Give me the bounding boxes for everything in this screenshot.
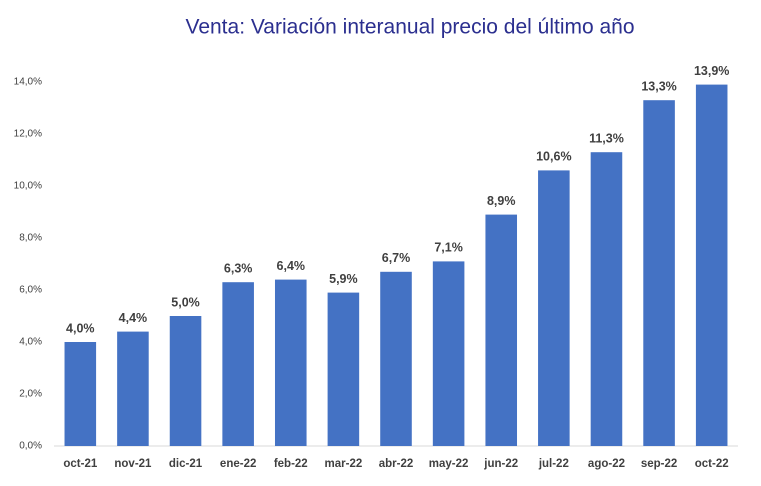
chart-title: Venta: Variación interanual precio del ú…	[185, 16, 634, 39]
y-tick-label: 6,0%	[19, 285, 42, 296]
bar	[695, 84, 728, 446]
y-tick-label: 4,0%	[19, 337, 42, 348]
value-label: 8,9%	[487, 194, 516, 208]
bar	[643, 100, 675, 446]
bar	[432, 261, 465, 446]
bar	[274, 279, 307, 446]
y-tick-label: 14,0%	[14, 77, 42, 88]
bar	[169, 316, 202, 446]
bar	[222, 282, 254, 446]
value-label: 7,1%	[434, 241, 463, 255]
bar	[380, 271, 412, 446]
x-tick-label: abr-22	[379, 458, 414, 470]
x-tick-label: sep-22	[641, 458, 677, 470]
x-tick-label: ago-22	[588, 458, 625, 470]
bar	[327, 292, 360, 446]
x-tick-label: oct-22	[695, 458, 729, 470]
value-label: 6,4%	[277, 259, 306, 273]
y-tick-label: 12,0%	[14, 129, 42, 140]
value-label: 10,6%	[536, 150, 571, 164]
y-tick-label: 2,0%	[19, 389, 42, 400]
value-label: 4,4%	[119, 311, 148, 325]
y-tick-label: 10,0%	[14, 181, 42, 192]
x-tick-label: may-22	[429, 458, 469, 470]
value-label: 11,3%	[589, 131, 624, 145]
value-label: 4,0%	[66, 321, 95, 335]
value-label: 13,3%	[641, 79, 676, 93]
x-tick-label: jul-22	[538, 458, 569, 470]
x-tick-label: ene-22	[220, 458, 256, 470]
x-tick-label: feb-22	[274, 458, 308, 470]
y-tick-label: 8,0%	[19, 233, 42, 244]
x-tick-label: mar-22	[325, 458, 363, 470]
value-label: 5,0%	[171, 295, 200, 309]
value-label: 13,9%	[694, 64, 729, 78]
bar	[64, 342, 97, 446]
value-label: 6,3%	[224, 261, 253, 275]
value-label: 6,7%	[382, 251, 411, 265]
x-tick-label: jun-22	[483, 458, 518, 470]
bar	[590, 152, 623, 446]
bar	[117, 331, 149, 446]
x-tick-label: oct-21	[63, 458, 97, 470]
bar	[538, 170, 570, 446]
x-tick-label: nov-21	[114, 458, 152, 470]
x-tick-label: dic-21	[169, 458, 203, 470]
bar	[485, 214, 518, 446]
y-tick-label: 0,0%	[19, 441, 42, 452]
value-label: 5,9%	[329, 272, 358, 286]
